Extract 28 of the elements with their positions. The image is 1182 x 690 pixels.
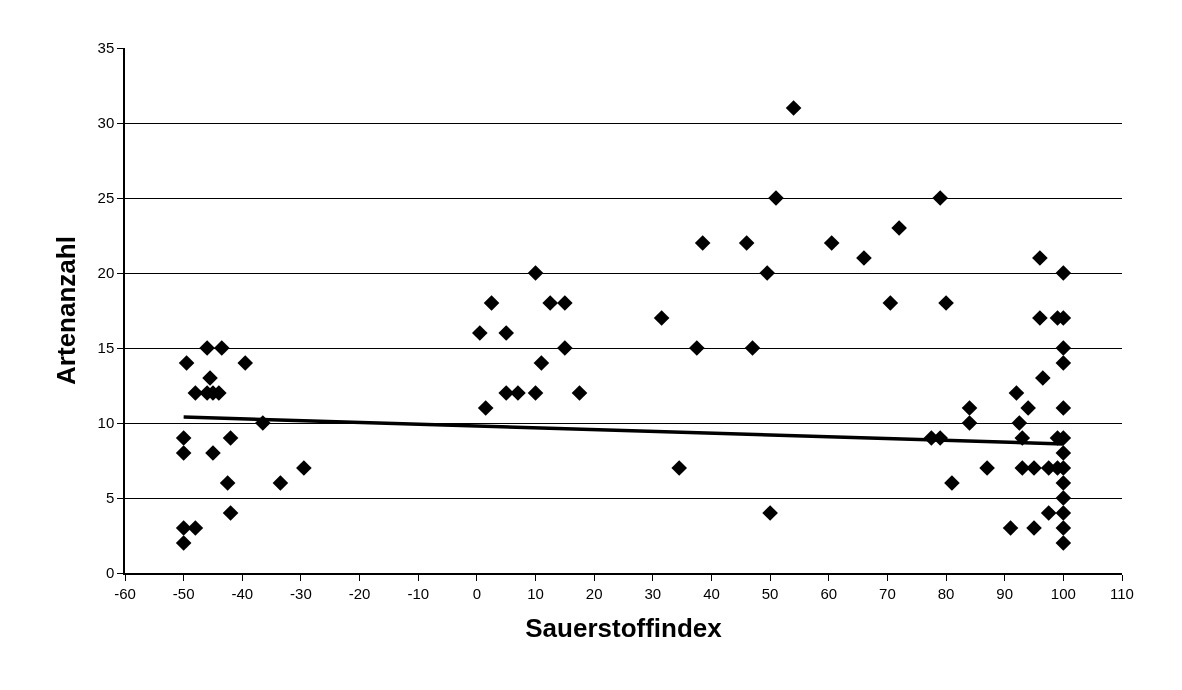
y-tick-label: 0 (105, 564, 115, 582)
x-tick-label: -50 (172, 584, 195, 602)
x-tick-label: -40 (231, 584, 254, 602)
x-tick-label: 90 (996, 584, 1014, 602)
x-tick-label: -20 (348, 584, 371, 602)
x-tick-label: 40 (703, 584, 720, 602)
x-tick-label: 80 (937, 584, 955, 602)
y-axis-title: Artenanzahl (51, 236, 82, 385)
x-tick-label: 70 (879, 584, 896, 602)
x-tick-label: -10 (407, 584, 430, 602)
y-tick-label: 35 (97, 39, 115, 57)
x-tick-label: -60 (114, 584, 136, 602)
x-axis-title: Sauerstoffindex (525, 612, 723, 643)
y-tick-label: 5 (105, 489, 115, 507)
x-tick-label: 0 (472, 584, 482, 602)
x-tick-label: -30 (290, 584, 312, 602)
x-tick-label: 30 (644, 584, 662, 602)
y-tick-label: 30 (97, 114, 115, 132)
x-tick-label: 110 (1110, 584, 1134, 602)
x-tick-label: 10 (527, 584, 544, 602)
y-tick-label: 15 (97, 339, 115, 357)
y-tick-label: 25 (97, 189, 115, 207)
x-tick-label: 20 (585, 584, 603, 602)
y-tick-label: 20 (97, 264, 115, 282)
x-tick-label: 50 (761, 584, 779, 602)
x-tick-label: 60 (820, 584, 838, 602)
x-tick-label: 100 (1050, 584, 1076, 602)
y-tick-label: 10 (97, 414, 115, 432)
